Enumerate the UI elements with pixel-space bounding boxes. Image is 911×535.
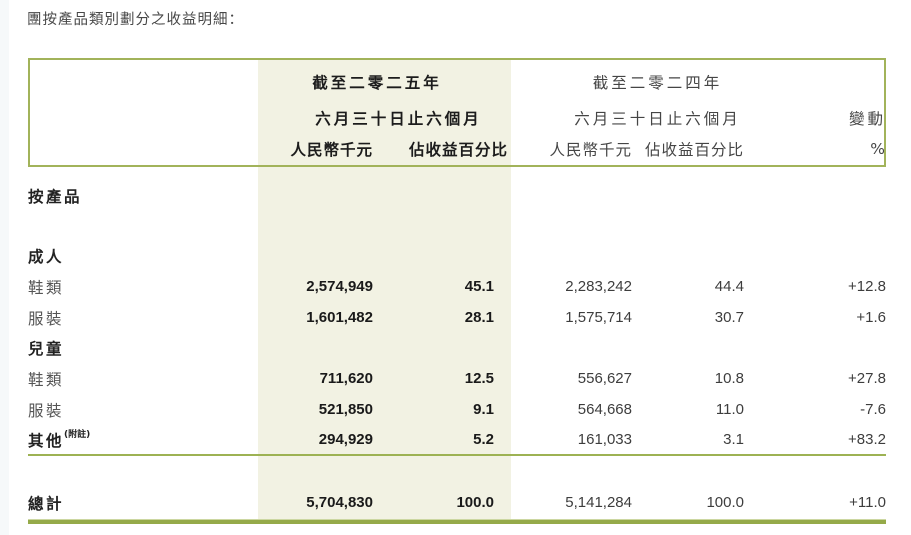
share-2024-cell: 3.1: [723, 431, 744, 448]
table-row-others: 其他(附註) 294,929 5.2 161,033 3.1 +83.2: [28, 425, 886, 456]
share-2025-cell: 12.5: [464, 370, 494, 387]
revenue-2024-cell: 564,668: [577, 401, 632, 418]
revenue-2024-cell: 1,575,714: [565, 309, 632, 326]
highlight-band-2025: [258, 60, 511, 519]
revenue-2025-cell: 711,620: [319, 370, 373, 387]
row-label: 服裝: [28, 401, 65, 420]
share-2025-cell: 45.1: [464, 278, 494, 295]
change-unit-label: %: [870, 139, 886, 158]
revenue-2025-cell: 294,929: [318, 431, 373, 448]
total-row: 總計 5,704,830 100.0 5,141,284 100.0 +11.0: [28, 488, 886, 517]
group-row-children: 兒童: [28, 333, 886, 363]
row-label: 兒童: [28, 340, 65, 358]
table-row: 服裝 521,850 9.1 564,668 11.0 -7.6: [28, 394, 886, 425]
row-label: 其他(附註): [28, 429, 258, 451]
period-2025-label: 截至二零二五年: [312, 74, 442, 92]
share-2025-cell: 100.0: [456, 494, 494, 511]
row-label: 總計: [28, 494, 65, 513]
table-body: 按產品 成人 鞋類 2,574,949 45.1 2,283,242 44.4 …: [28, 167, 886, 517]
group-row-adults: 成人: [28, 241, 886, 271]
row-label: 成人: [28, 248, 65, 266]
row-label: 服裝: [28, 309, 65, 328]
table-row: 鞋類 2,574,949 45.1 2,283,242 44.4 +12.8: [28, 271, 886, 302]
share-2024-label: 佔收益百分比: [644, 140, 744, 159]
table-header: 截至二零二五年 截至二零二四年 六月三十日止六個月 六月三十日止六個月 變動 人…: [28, 58, 886, 164]
page-edge-strip: [0, 0, 9, 535]
revenue-2024-cell: 556,627: [577, 370, 632, 387]
spacer-row: [28, 456, 886, 488]
row-label: 鞋類: [28, 370, 65, 389]
duration-2025-label: 六月三十日止六個月: [315, 110, 482, 128]
duration-2024-label: 六月三十日止六個月: [574, 110, 741, 128]
change-cell: +83.2: [848, 431, 886, 448]
page-title: 團按產品類別劃分之收益明細：: [27, 12, 244, 28]
revenue-2024-cell: 2,283,242: [565, 278, 632, 295]
unit-2024-label: 人民幣千元: [549, 140, 632, 159]
share-2024-cell: 30.7: [714, 309, 744, 326]
share-2024-cell: 44.4: [714, 278, 744, 295]
row-label-text: 其他: [28, 431, 65, 450]
section-row: 按產品: [28, 181, 886, 211]
revenue-table: 截至二零二五年 截至二零二四年 六月三十日止六個月 六月三十日止六個月 變動 人…: [28, 58, 886, 526]
spacer-row: [28, 211, 886, 241]
table-bottom-rule: [28, 519, 886, 524]
share-2024-cell: 100.0: [706, 494, 744, 511]
table-row: 鞋類 711,620 12.5 556,627 10.8 +27.8: [28, 363, 886, 394]
share-2024-cell: 11.0: [715, 401, 744, 418]
revenue-2024-cell: 161,033: [577, 431, 632, 448]
row-label: 鞋類: [28, 278, 65, 297]
table-row: 服裝 1,601,482 28.1 1,575,714 30.7 +1.6: [28, 302, 886, 333]
share-2025-cell: 9.1: [473, 401, 494, 418]
section-label: 按產品: [28, 188, 83, 206]
change-cell: +1.6: [856, 309, 886, 326]
revenue-2025-cell: 521,850: [318, 401, 373, 418]
change-cell: -7.6: [860, 401, 886, 418]
revenue-2025-cell: 1,601,482: [306, 309, 373, 326]
revenue-2024-cell: 5,141,284: [565, 494, 632, 511]
share-2025-label: 佔收益百分比: [408, 140, 508, 159]
change-cell: +27.8: [848, 370, 886, 387]
change-cell: +12.8: [848, 278, 886, 295]
share-2025-cell: 28.1: [464, 309, 494, 326]
share-2025-cell: 5.2: [473, 431, 494, 448]
revenue-2025-cell: 5,704,830: [306, 494, 373, 511]
change-label: 變動: [848, 110, 886, 128]
unit-2025-label: 人民幣千元: [290, 140, 373, 159]
change-cell: +11.0: [849, 494, 886, 511]
footnote-marker: (附註): [64, 430, 91, 441]
revenue-2025-cell: 2,574,949: [306, 278, 373, 295]
share-2024-cell: 10.8: [714, 370, 744, 387]
period-2024-label: 截至二零二四年: [592, 74, 723, 92]
